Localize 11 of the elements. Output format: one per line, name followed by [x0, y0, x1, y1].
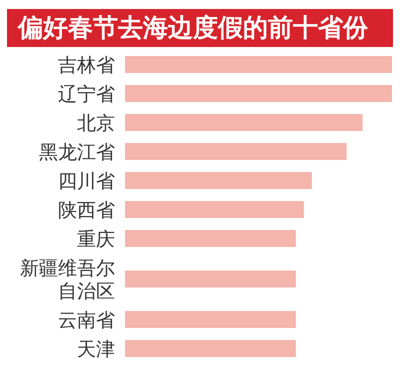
y-tick-label: 云南省 — [58, 309, 115, 332]
y-tick-label: 重庆 — [77, 228, 115, 250]
y-tick-label: 四川省 — [58, 170, 115, 192]
y-tick-label: 辽宁省 — [58, 83, 115, 106]
y-tick-label: 黑龙江省 — [39, 141, 115, 164]
y-tick-label: 陕西省 — [58, 199, 115, 222]
y-tick-label: 吉林省 — [58, 54, 115, 76]
y-tick-label: 北京 — [77, 112, 115, 134]
y-tick-label: 新疆维吾尔自治区 — [20, 257, 115, 302]
y-tick-label: 天津 — [77, 338, 115, 360]
chart-title: 偏好春节去海边度假的前十省份 — [17, 13, 369, 42]
